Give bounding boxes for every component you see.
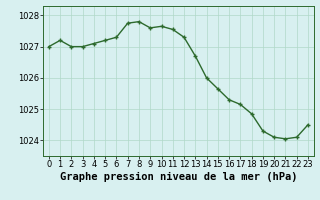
X-axis label: Graphe pression niveau de la mer (hPa): Graphe pression niveau de la mer (hPa) xyxy=(60,172,297,182)
